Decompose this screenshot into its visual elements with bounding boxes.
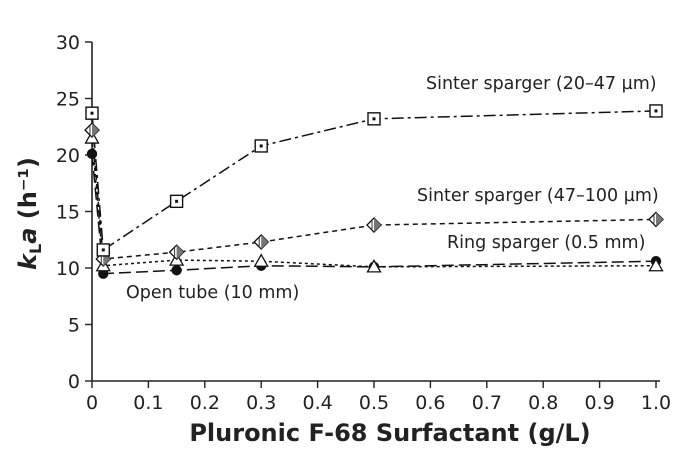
- y-axis-title: kLa (h⁻¹): [14, 157, 45, 270]
- x-tick-label: 0.4: [302, 392, 332, 414]
- axes: 0 5 10 15 20 25 30 0 0.1 0.2 0.3 0.4 0.5 0.6 0.7 0.8 0.…: [56, 32, 671, 414]
- series-label: Sinter sparger (47–100 µm): [417, 186, 659, 206]
- diamond-marker-shade: [176, 245, 184, 260]
- series-label: Sinter sparger (20–47 µm): [426, 74, 657, 94]
- triangle-marker: [366, 259, 382, 273]
- y-axis-title-a: a: [14, 228, 42, 244]
- square-marker-dot: [259, 144, 263, 148]
- x-tick-label: 0.2: [190, 392, 220, 414]
- y-axis-title-subscript: L: [26, 244, 45, 254]
- circle-marker: [86, 148, 98, 160]
- x-tick-label: 0.1: [133, 392, 163, 414]
- y-tick-label: 30: [56, 32, 80, 54]
- x-ticks: 0 0.1 0.2 0.3 0.4 0.5 0.6 0.7 0.8 0.9 1.0: [86, 381, 671, 414]
- y-tick-label: 10: [56, 258, 80, 280]
- y-tick-label: 15: [56, 202, 80, 224]
- square-marker-dot: [101, 248, 105, 252]
- series-lines: [91, 110, 657, 275]
- x-tick-label: 0.8: [528, 392, 558, 414]
- x-tick-label: 0.6: [415, 392, 445, 414]
- circle-marker: [171, 265, 182, 276]
- series-markers: [84, 104, 664, 279]
- y-tick-label: 0: [68, 371, 80, 393]
- diamond-marker-shade: [261, 235, 269, 250]
- square-marker-dot: [90, 111, 94, 115]
- triangle-marker: [648, 257, 664, 272]
- y-ticks: 0 5 10 15 20 25 30: [56, 32, 92, 393]
- x-tick-label: 1.0: [641, 392, 671, 414]
- y-axis-title-unit: (h⁻¹): [14, 157, 42, 228]
- diamond-marker-shade: [656, 212, 663, 227]
- x-tick-label: 0: [86, 392, 98, 414]
- diamond-marker-shade: [374, 218, 381, 233]
- series-line: [91, 137, 657, 268]
- series-line: [91, 130, 657, 260]
- series-labels: Sinter sparger (20–47 µm) Sinter sparger …: [126, 74, 659, 303]
- square-marker-dot: [175, 199, 179, 203]
- x-tick-label: 0.5: [359, 392, 389, 414]
- series-label: Ring sparger (0.5 mm): [447, 233, 645, 253]
- series-marker-group: [85, 104, 663, 257]
- x-tick-label: 0.7: [472, 392, 502, 414]
- y-tick-label: 20: [56, 145, 80, 167]
- triangle-marker: [253, 253, 269, 267]
- x-tick-label: 0.9: [584, 392, 614, 414]
- square-marker-dot: [372, 117, 376, 121]
- diamond-marker-shade: [92, 123, 99, 138]
- series-label: Open tube (10 mm): [126, 283, 299, 303]
- y-axis-title-k: k: [14, 252, 42, 270]
- x-axis-title: Pluronic F-68 Surfactant (g/L): [189, 419, 590, 447]
- series-marker-group: [84, 122, 664, 267]
- series-line: [91, 110, 657, 251]
- y-tick-label: 5: [68, 315, 80, 337]
- y-tick-label: 25: [56, 89, 80, 111]
- square-marker-dot: [654, 109, 658, 113]
- x-tick-label: 0.3: [246, 392, 276, 414]
